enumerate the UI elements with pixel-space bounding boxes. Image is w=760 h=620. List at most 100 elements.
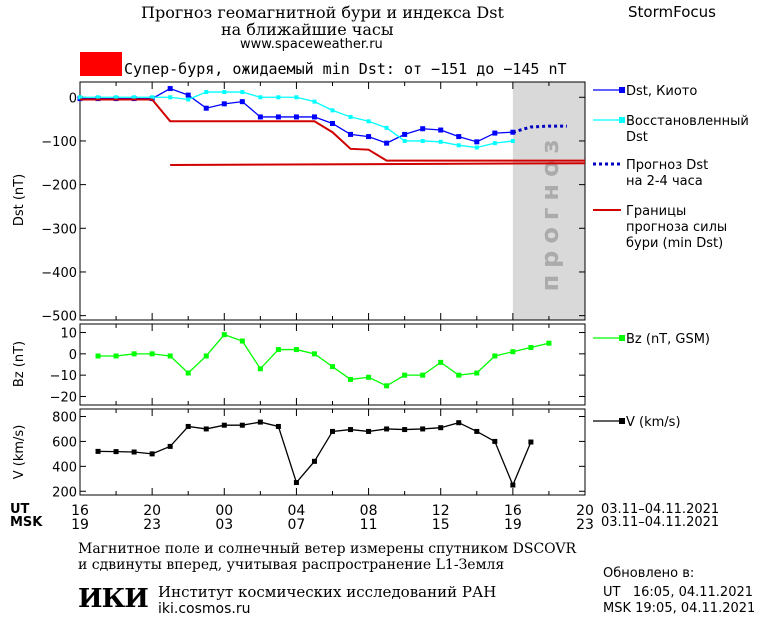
data-point <box>366 428 372 434</box>
data-point <box>150 95 155 100</box>
legend-marker <box>619 87 625 93</box>
data-point <box>240 90 245 95</box>
data-point <box>203 426 209 432</box>
updated-msk: MSK 19:05, 04.11.2021 <box>603 601 756 616</box>
data-point <box>330 364 335 370</box>
x-tick-label-msk: 23 <box>143 517 161 533</box>
data-point <box>95 448 101 454</box>
data-point <box>293 347 299 353</box>
legend-marker <box>619 117 625 123</box>
data-point <box>330 428 335 434</box>
data-point <box>221 422 227 428</box>
y-tick-label: 0 <box>69 348 77 363</box>
y-tick-label: −100 <box>41 135 77 150</box>
data-point <box>167 86 173 92</box>
data-point <box>221 332 227 338</box>
legend-label: Прогноз Dst на 2-4 часа <box>626 158 708 189</box>
y-tick-label: −20 <box>50 390 77 405</box>
brand-label: StormFocus <box>628 3 716 21</box>
data-point <box>276 95 281 100</box>
data-point <box>384 383 390 389</box>
y-tick-label: 0 <box>69 91 77 106</box>
data-point <box>384 140 390 146</box>
x-tick-label-msk: 07 <box>288 517 306 533</box>
bound-line <box>80 98 585 162</box>
legend-label: Восстановленный Dst <box>626 114 749 145</box>
forecast-band-label: прогноз <box>536 133 564 292</box>
data-point <box>402 138 407 143</box>
y-tick-label: 400 <box>52 460 77 475</box>
data-point <box>257 114 263 120</box>
y-tick-label: −300 <box>41 222 77 237</box>
data-point <box>239 338 245 344</box>
forecast-band <box>512 82 585 320</box>
data-point <box>492 141 497 146</box>
x-tick-label-msk: 15 <box>432 517 450 533</box>
y-axis-label: Bz (nT) <box>12 341 27 387</box>
data-point <box>311 458 317 464</box>
x-tick-label-msk: 19 <box>504 517 522 533</box>
page-subtitle: на ближайшие часы <box>221 20 394 39</box>
measurement-note-line2: и сдвинуты вперед, учитывая распростране… <box>78 557 505 573</box>
data-point <box>492 130 498 136</box>
data-point <box>149 351 155 357</box>
data-point <box>366 374 372 380</box>
source-url: www.spaceweather.ru <box>240 37 383 52</box>
data-point <box>204 90 209 95</box>
institute-name: Институт космических исследований РАН <box>158 583 497 601</box>
data-point <box>474 139 480 145</box>
data-point <box>456 143 461 148</box>
data-point <box>510 482 516 488</box>
data-point <box>330 120 335 126</box>
y-tick-label: −200 <box>41 179 77 194</box>
y-axis-label: V (km/s) <box>12 425 27 480</box>
data-point <box>149 451 155 457</box>
data-point <box>113 353 119 359</box>
data-point <box>185 370 191 376</box>
iki-logo: ИКИ <box>78 584 149 614</box>
measurement-note-line1: Магнитное поле и солнечный ветер измерен… <box>78 541 577 557</box>
x-tick-label-ut: 16 <box>71 503 89 519</box>
iki-logo-text: ИКИ <box>78 584 149 614</box>
data-point <box>239 422 245 428</box>
data-point <box>221 101 227 107</box>
data-point <box>311 351 317 357</box>
legend-label: Bz (nT, GSM) <box>626 332 710 347</box>
data-point <box>348 376 354 382</box>
institute-url[interactable]: iki.cosmos.ru <box>158 601 251 617</box>
data-point <box>167 443 173 449</box>
x-tick-label-ut: 08 <box>360 503 378 519</box>
y-tick-label: 200 <box>52 485 77 500</box>
data-point <box>257 419 263 425</box>
data-point <box>114 95 119 100</box>
data-point <box>474 428 480 434</box>
y-tick-label: −400 <box>41 266 77 281</box>
data-point <box>420 126 426 132</box>
updated-ut: UT 16:05, 04.11.2021 <box>603 585 754 600</box>
x-tick-label-msk: 23 <box>576 517 594 533</box>
x-tick-label-msk: 19 <box>71 517 89 533</box>
data-point <box>96 95 101 100</box>
data-point <box>438 127 444 133</box>
data-point <box>420 372 426 378</box>
data-point <box>348 114 353 119</box>
data-point <box>366 134 372 140</box>
data-point <box>456 420 462 426</box>
panel-bz: 10 0 −10 −20 Bz (nT) Bz (nT, GSM) <box>12 323 710 406</box>
data-point <box>185 92 191 98</box>
msk-date-range: 03.11–04.11.2021 <box>601 515 720 530</box>
data-point <box>113 449 119 455</box>
data-point <box>239 99 245 105</box>
legend-label: V (km/s) <box>626 415 681 430</box>
data-point <box>294 95 299 100</box>
data-point <box>275 114 281 120</box>
series-line <box>98 333 550 387</box>
data-point <box>402 427 408 433</box>
data-point <box>492 353 498 359</box>
y-tick-label: −500 <box>41 310 77 325</box>
data-point <box>528 439 534 445</box>
data-point <box>366 119 371 124</box>
y-tick-label: 10 <box>60 327 77 342</box>
y-tick-label: 800 <box>52 410 77 425</box>
